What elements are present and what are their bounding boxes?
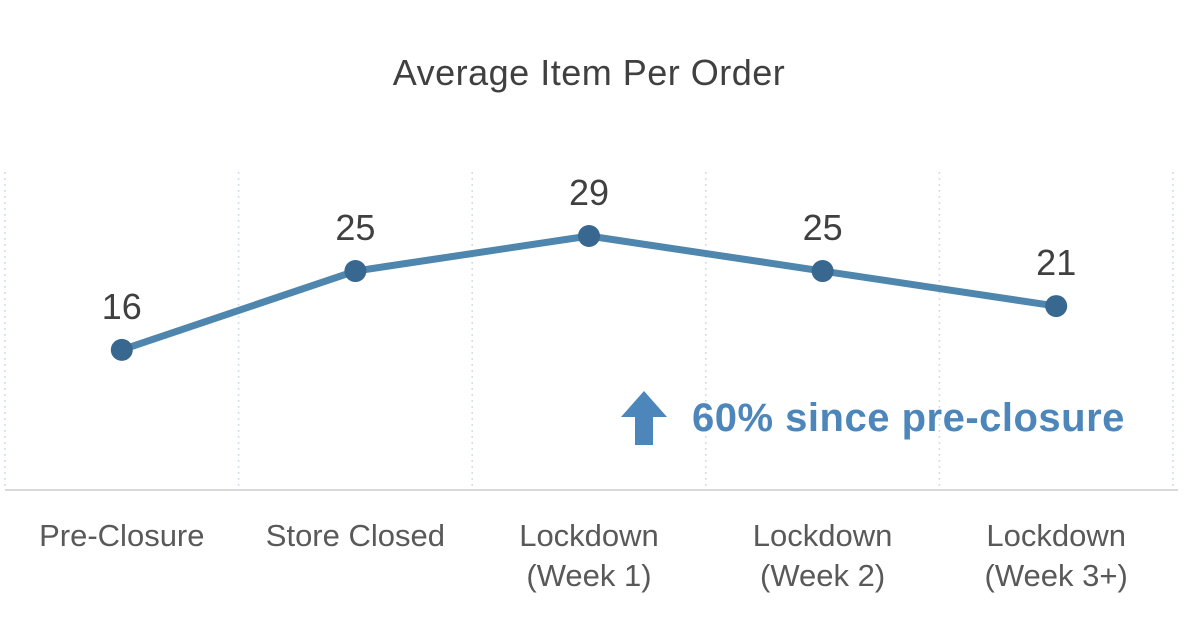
data-point-marker [344,260,367,283]
annotation-text: 60% since pre-closure [692,395,1125,440]
value-label: 25 [803,207,843,248]
value-label: 29 [569,172,609,213]
data-point-marker [110,338,133,361]
data-point-marker [578,225,600,247]
x-axis-label: Lockdown (Week 3+) [984,518,1128,593]
data-point-marker [1045,295,1068,318]
x-axis-label: Lockdown (Week 1) [519,518,659,593]
series-line [118,232,1060,354]
x-axis-label: Store Closed [265,518,445,553]
chart-title: Average Item Per Order [392,52,786,93]
x-axis-label: Lockdown (Week 2) [752,518,893,593]
value-label: 25 [335,207,375,248]
data-point-marker [811,260,834,283]
annotation-callout: 60% since pre-closure [621,391,1125,445]
up-arrow-icon [621,391,667,445]
value-label: 16 [102,286,142,327]
value-label: 21 [1036,242,1076,283]
x-axis-label: Pre-Closure [39,518,205,553]
